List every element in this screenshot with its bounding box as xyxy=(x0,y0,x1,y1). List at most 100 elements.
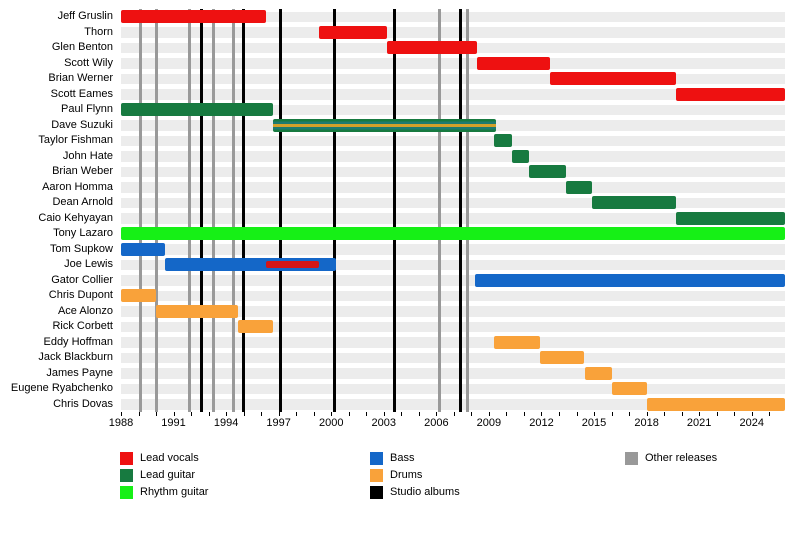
axis-tick xyxy=(348,412,350,416)
axis-tick xyxy=(716,412,718,416)
row-band xyxy=(121,89,785,100)
row-band xyxy=(121,244,785,255)
legend-label-other-releases: Other releases xyxy=(645,452,718,464)
axis-year-label: 1997 xyxy=(266,417,291,429)
row-band xyxy=(121,321,785,332)
axis-tick xyxy=(331,412,333,416)
axis-tick xyxy=(243,412,245,416)
row-band xyxy=(121,73,785,84)
axis-tick xyxy=(646,412,648,416)
axis-tick xyxy=(226,412,228,416)
axis-tick xyxy=(471,412,473,416)
member-label: Eugene Ryabchenko xyxy=(10,382,113,394)
member-label: Brian Weber xyxy=(52,165,113,177)
timeline-bar xyxy=(494,134,512,148)
timeline-bar xyxy=(676,211,785,225)
legend-label-rhythm-guitar: Rhythm guitar xyxy=(140,486,209,498)
row-band xyxy=(121,275,785,286)
other-release-line xyxy=(438,9,442,412)
legend-item-bass: Bass xyxy=(370,452,414,465)
legend-swatch-lead-guitar xyxy=(120,469,133,482)
member-label: Caio Kehyayan xyxy=(38,211,113,224)
legend-swatch-drums xyxy=(370,469,383,482)
other-release-line xyxy=(212,9,216,412)
row-band xyxy=(121,368,785,379)
axis-tick xyxy=(401,412,403,416)
timeline-bar xyxy=(318,25,388,39)
axis-tick xyxy=(769,412,771,416)
axis-year-label: 2021 xyxy=(686,417,712,429)
axis-year-label: 2015 xyxy=(581,417,607,429)
row-band xyxy=(121,337,785,348)
timeline-bar xyxy=(273,118,496,132)
studio-album-line xyxy=(459,9,463,412)
member-label: Scott Wily xyxy=(64,56,113,69)
row-band xyxy=(121,383,785,394)
studio-album-line xyxy=(242,9,246,412)
member-label: Rick Corbett xyxy=(52,320,113,332)
axis-year-label: 1988 xyxy=(108,417,134,429)
axis-year-label: 2006 xyxy=(424,417,449,429)
member-label: Joe Lewis xyxy=(64,258,113,270)
axis-tick xyxy=(594,412,596,416)
axis-tick xyxy=(138,412,140,416)
timeline-bar xyxy=(121,10,267,24)
legend-swatch-other-releases xyxy=(625,452,638,465)
legend-label-studio-albums: Studio albums xyxy=(390,486,460,498)
member-label: Aaron Homma xyxy=(42,180,113,193)
member-label: Thorn xyxy=(84,25,113,38)
axis-tick xyxy=(278,412,280,416)
timeline-bar xyxy=(156,304,239,318)
axis-tick xyxy=(541,412,543,416)
timeline-bar xyxy=(539,351,584,365)
timeline-bar xyxy=(238,320,274,334)
legend-label-lead-guitar: Lead guitar xyxy=(140,469,196,481)
axis-tick xyxy=(453,412,455,416)
member-label: Eddy Hoffman xyxy=(43,335,113,348)
axis-tick xyxy=(506,412,508,416)
member-label: Tony Lazaro xyxy=(53,227,113,239)
row-band xyxy=(121,104,785,115)
axis-tick xyxy=(208,412,210,416)
studio-album-line xyxy=(392,9,396,412)
axis-tick xyxy=(523,412,525,416)
timeline-bar xyxy=(566,180,593,194)
member-label: Chris Dupont xyxy=(48,289,113,301)
axis-year-label: 2012 xyxy=(529,417,554,429)
axis-tick xyxy=(751,412,753,416)
axis-tick xyxy=(383,412,385,416)
row-band xyxy=(121,166,785,177)
member-label: Gator Collier xyxy=(51,273,113,286)
legend-item-drums: Drums xyxy=(370,469,422,482)
timeline-bar xyxy=(121,227,785,241)
member-label: Dean Arnold xyxy=(52,196,113,208)
axis-year-label: 1994 xyxy=(213,417,239,429)
row-band xyxy=(121,151,785,162)
axis-tick xyxy=(576,412,578,416)
timeline-bar xyxy=(121,103,274,117)
other-release-line xyxy=(138,9,142,412)
member-label: James Payne xyxy=(46,366,113,379)
legend-label-lead-vocals: Lead vocals xyxy=(140,452,199,464)
member-label: Taylor Fishman xyxy=(38,134,113,146)
axis-year-label: 2000 xyxy=(318,417,344,429)
studio-album-line xyxy=(200,9,204,412)
row-band xyxy=(121,213,785,224)
other-release-line xyxy=(231,9,235,412)
member-label: Brian Werner xyxy=(48,72,113,84)
axis-year-label: 2003 xyxy=(371,417,397,429)
timeline-bar xyxy=(511,149,530,163)
axis-year-label: 2024 xyxy=(739,417,764,429)
member-label: Jack Blackburn xyxy=(38,351,113,363)
axis-tick xyxy=(699,412,701,416)
other-release-line xyxy=(154,9,158,412)
legend-item-lead-vocals: Lead vocals xyxy=(120,452,199,465)
axis-tick xyxy=(313,412,315,416)
axis-tick xyxy=(121,412,122,416)
member-label: Jeff Gruslin xyxy=(57,10,113,22)
axis-tick xyxy=(191,412,193,416)
member-label: John Hate xyxy=(62,149,113,162)
timeline-bar xyxy=(592,196,677,210)
legend-label-bass: Bass xyxy=(390,452,415,464)
timeline-bar xyxy=(550,72,677,86)
